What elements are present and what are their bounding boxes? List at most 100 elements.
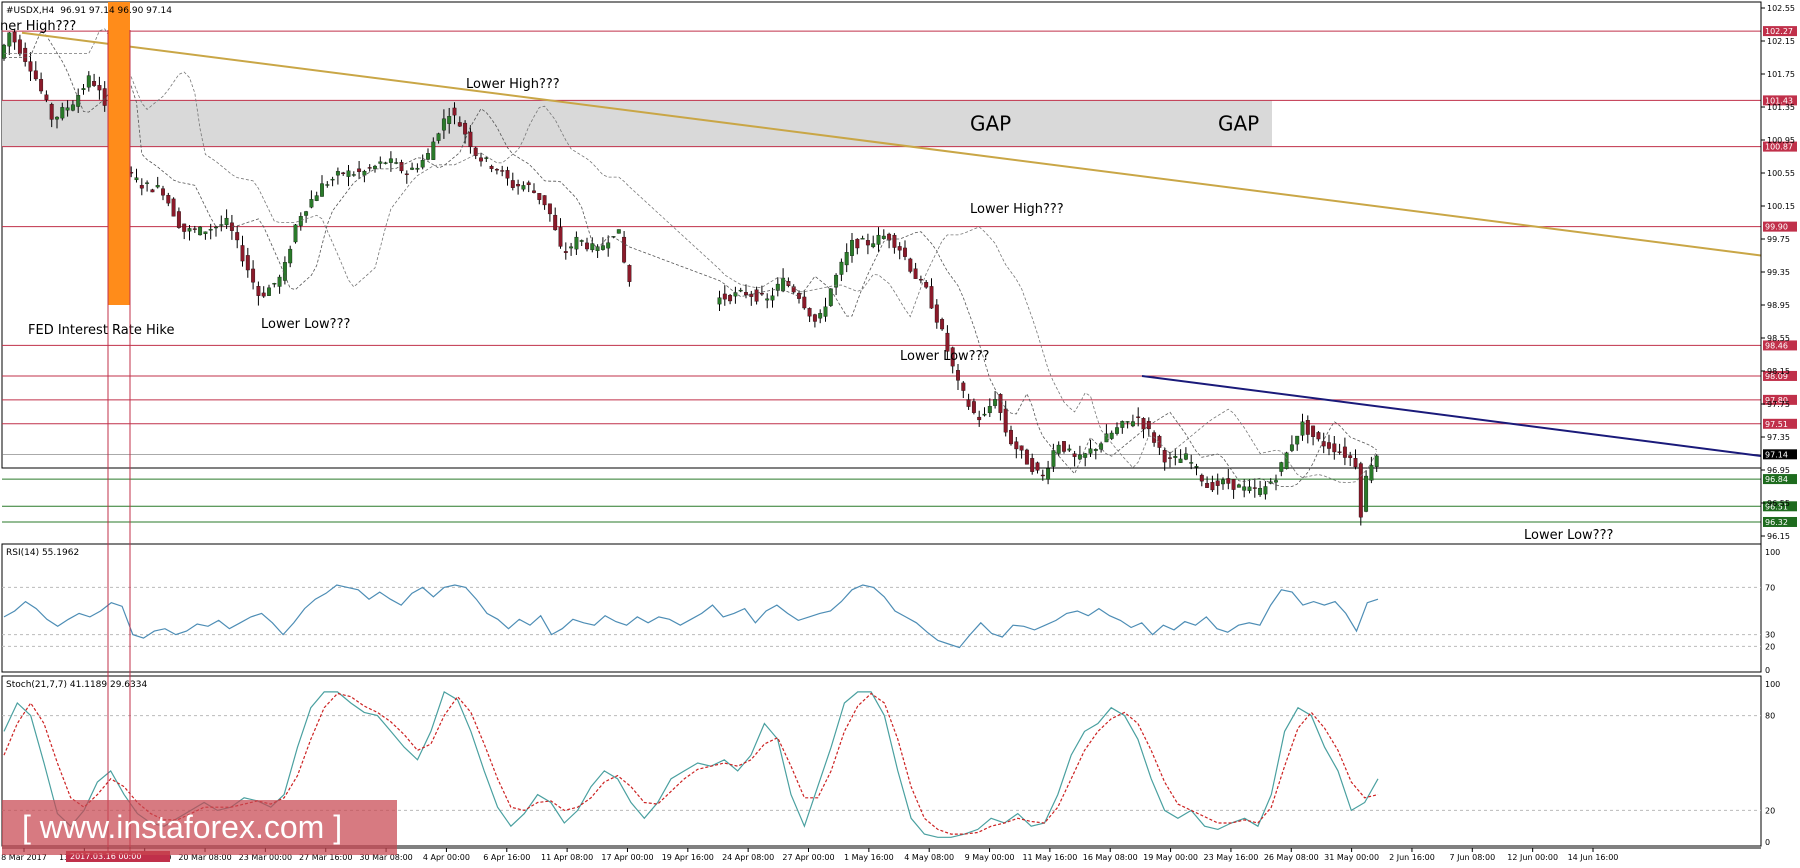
chart-annotation: Lower High??? [466, 77, 560, 92]
candle-body [182, 223, 187, 232]
time-tick-label: 31 May 00:00 [1324, 853, 1379, 862]
candle-body [971, 401, 976, 413]
candle-body [1093, 449, 1098, 451]
candle-body [346, 170, 351, 177]
candle-body [86, 75, 91, 88]
candle-body [934, 304, 939, 323]
candle-body [1125, 421, 1130, 423]
time-tick-label: 27 Mar 16:00 [299, 853, 352, 862]
candle-body [1274, 480, 1278, 483]
price-tick-label: 102.55 [1767, 4, 1795, 13]
level-price-label: 102.27 [1765, 27, 1793, 36]
candle-body [563, 251, 568, 253]
candle-body [1062, 441, 1066, 452]
gap-label: GAP [970, 112, 1011, 136]
candle-body [463, 122, 468, 135]
time-tick-label: 19 Apr 16:00 [662, 853, 714, 862]
candle-body [187, 228, 192, 232]
candle-body [65, 107, 70, 111]
candle-body [388, 158, 393, 163]
candle-body [553, 214, 558, 231]
candle-body [1024, 449, 1029, 465]
price-tick-label: 96.55 [1767, 499, 1790, 508]
candle-body [1104, 433, 1109, 443]
candle-body [892, 234, 897, 248]
candle-body [1247, 486, 1252, 491]
time-tick-label: 23 Mar 00:00 [239, 853, 292, 862]
time-tick-label: 6 Apr 16:00 [483, 853, 530, 862]
highlight-date-box [66, 851, 170, 862]
candle-body [415, 167, 420, 170]
candle-body [722, 293, 727, 300]
candle-body [23, 47, 28, 62]
candle-body [155, 185, 160, 188]
candle-body [1268, 481, 1273, 484]
candle-body [330, 178, 335, 181]
candle-body [1099, 443, 1104, 450]
candle-body [447, 116, 452, 124]
candle-body [929, 286, 934, 309]
candle-body [526, 182, 531, 186]
candle-body [622, 236, 627, 263]
candle-body [844, 252, 849, 266]
candle-body [452, 107, 457, 116]
chart-annotation: FED Interest Rate Hike [28, 323, 174, 338]
candle-body [251, 268, 256, 283]
candle-body [208, 229, 213, 231]
candle-body [987, 406, 992, 414]
level-price-label: 99.90 [1765, 223, 1788, 232]
candle-body [219, 224, 224, 226]
candle-body [1088, 448, 1093, 454]
candle-body [1342, 446, 1347, 458]
candle-body [945, 332, 950, 352]
candle-body [903, 247, 907, 257]
candle-body [1353, 458, 1358, 468]
chart-annotation: Lower High??? [970, 202, 1064, 217]
time-tick-label: 19 May 00:00 [1143, 853, 1198, 862]
candle-body [1056, 444, 1061, 454]
candle-body [600, 245, 605, 250]
candle-body [1199, 474, 1204, 482]
candle-body [373, 165, 377, 169]
candle-body [1364, 475, 1369, 512]
candle-body [134, 177, 139, 181]
time-tick-label: 2 Jun 16:00 [1389, 853, 1435, 862]
candle-body [431, 141, 436, 160]
candle-body [993, 399, 998, 406]
candle-body [1242, 486, 1247, 491]
candle-body [288, 248, 293, 264]
time-tick-label: 12 Jun 00:00 [1507, 853, 1558, 862]
candle-body [510, 180, 515, 188]
candle-body [897, 246, 902, 251]
price-tick-label: 100.55 [1767, 169, 1795, 178]
time-tick-label: 7 Jun 08:00 [1449, 853, 1495, 862]
time-tick-label: 4 Apr 00:00 [423, 853, 470, 862]
candle-body [606, 242, 611, 249]
price-tick-label: 101.75 [1767, 70, 1795, 79]
time-tick-label: 24 Apr 08:00 [722, 853, 774, 862]
candle-body [860, 238, 865, 240]
candle-body [1348, 455, 1353, 458]
level-price-label: 97.14 [1765, 450, 1788, 459]
price-tick-label: 97.35 [1767, 433, 1790, 442]
level-price-box [1763, 449, 1797, 460]
candle-body [749, 293, 754, 297]
candle-body [1030, 458, 1035, 472]
candle-body [961, 382, 966, 391]
candle-body [1316, 432, 1321, 440]
stoch-tick-label: 100 [1765, 680, 1780, 689]
gap-label: GAP [1218, 112, 1259, 136]
candle-body [1215, 480, 1220, 486]
candle-body [1067, 448, 1072, 451]
candle-body [765, 298, 770, 301]
candle-body [245, 255, 250, 271]
candle-body [261, 292, 266, 297]
level-price-box [1763, 501, 1797, 512]
candle-body [1109, 432, 1114, 439]
candle-body [484, 157, 489, 159]
candle-body [977, 416, 982, 421]
level-price-box [1763, 394, 1797, 405]
price-tick-label: 97.75 [1767, 400, 1790, 409]
candle-body [55, 116, 59, 120]
candle-body [558, 227, 563, 247]
